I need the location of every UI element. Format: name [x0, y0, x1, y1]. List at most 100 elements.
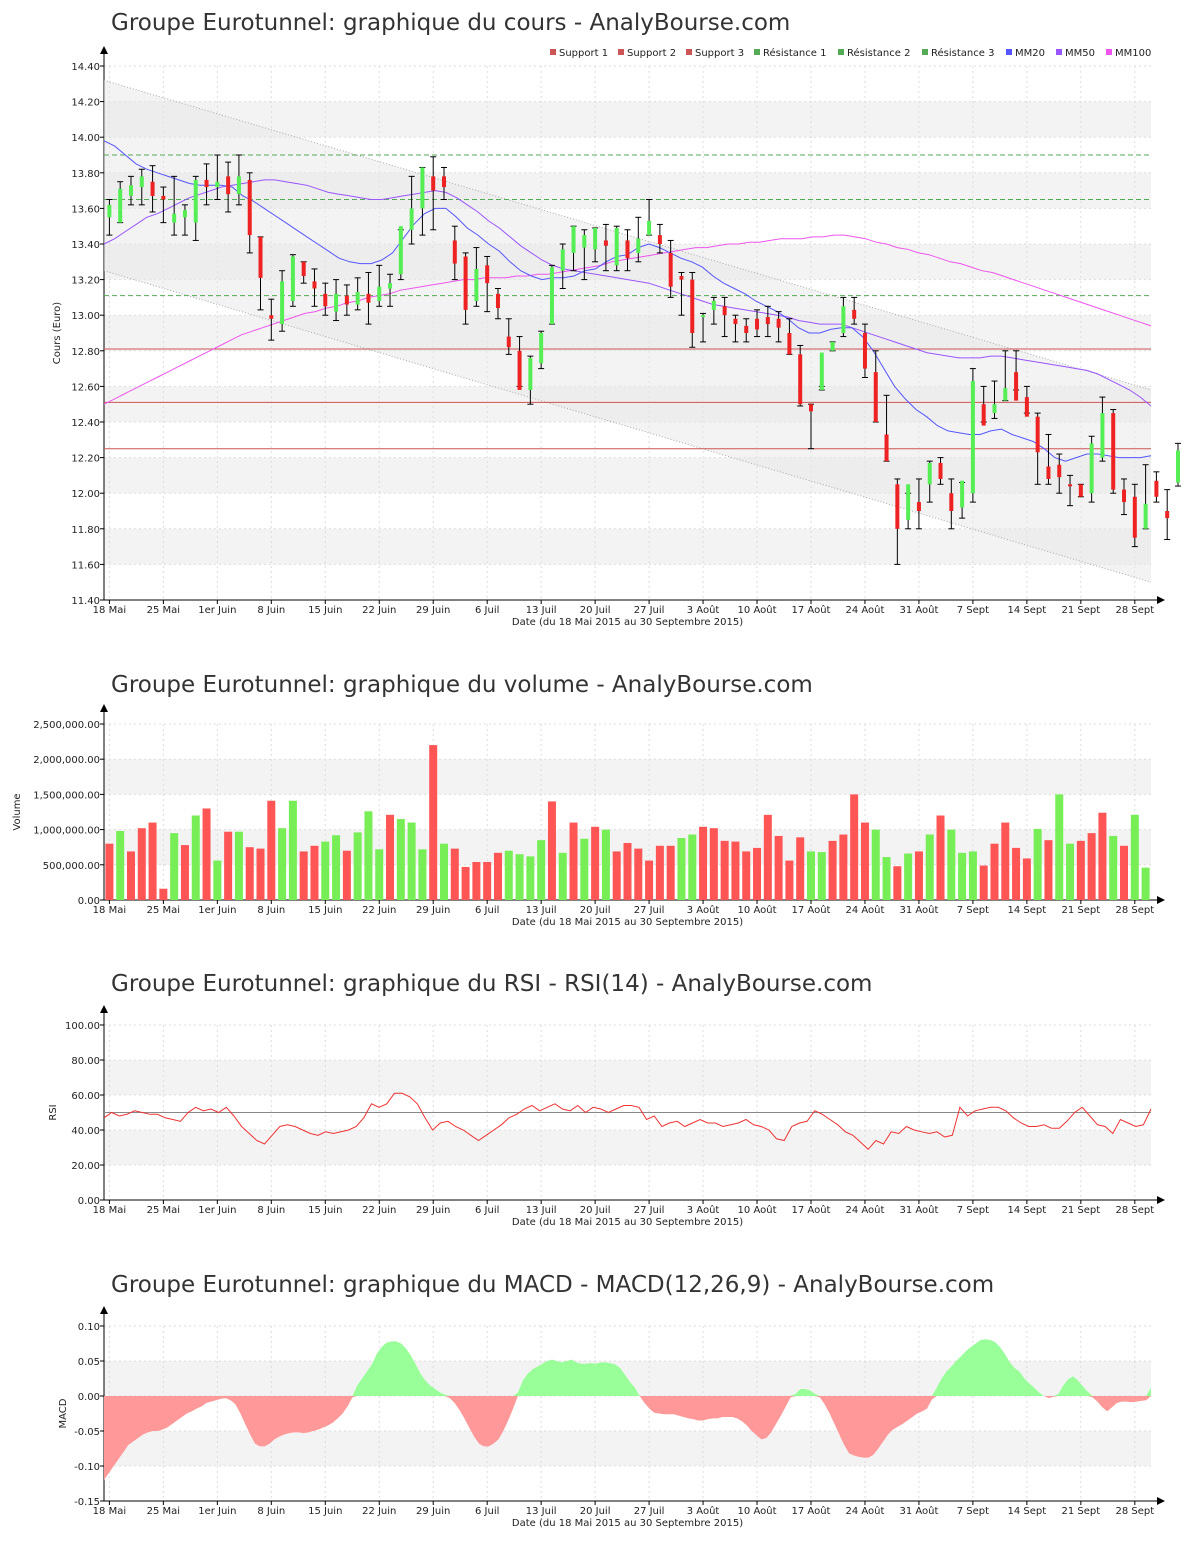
legend-label: MM50: [1065, 48, 1095, 59]
volume-bar: [1022, 858, 1031, 900]
candle-body: [247, 179, 252, 236]
candle-body: [182, 210, 187, 218]
volume-xtick-label: 13 Juil: [526, 905, 557, 916]
macd-xtick-label: 18 Mai: [93, 1506, 126, 1517]
price-ytick-label: 14.20: [71, 98, 100, 109]
candle-body: [236, 176, 241, 195]
volume-bar: [450, 848, 459, 900]
candle-body: [226, 176, 231, 195]
candle-body: [949, 493, 954, 511]
candle-body: [452, 240, 457, 264]
mm50-line: [103, 179, 1152, 407]
rsi-line: [103, 1092, 1152, 1151]
candle-body: [1068, 484, 1073, 487]
volume-bar: [483, 861, 492, 900]
volume-band: [104, 759, 1151, 795]
macd-xtick-label: 14 Sept: [1008, 1506, 1047, 1517]
volume-bar: [601, 829, 610, 900]
volume-bar: [234, 831, 243, 900]
price-xtick-label: 15 Juin: [308, 605, 342, 616]
rsi-xtick-label: 29 Juin: [416, 1205, 450, 1216]
volume-bar: [180, 845, 189, 900]
volume-bar: [170, 833, 179, 900]
volume-ytick-label: 2,500,000.00: [33, 720, 100, 731]
candle-body: [916, 502, 921, 511]
candle-body: [1100, 413, 1105, 458]
price-xtick-label: 3 Août: [687, 604, 720, 616]
candle-body: [1154, 480, 1159, 497]
volume-bar: [634, 848, 643, 900]
candle-body: [485, 265, 490, 284]
rsi-xtick-label: 31 Août: [899, 1204, 938, 1216]
rsi-xtick-label: 3 Août: [687, 1204, 720, 1216]
volume-bar: [850, 794, 859, 900]
volume-chart-block: Groupe Eurotunnel: graphique du volume -…: [0, 660, 1200, 940]
volume-bar: [299, 851, 308, 900]
volume-bar: [914, 851, 923, 900]
volume-bar: [1044, 840, 1053, 900]
price-ytick-label: 13.00: [71, 311, 100, 322]
candle-body: [1046, 466, 1051, 479]
volume-bar: [547, 801, 556, 900]
volume-bar: [645, 860, 654, 900]
rsi-xtick-label: 27 Juil: [634, 1205, 665, 1216]
volume-bar: [1130, 814, 1139, 900]
candle-body: [269, 315, 274, 319]
volume-bar: [591, 826, 600, 900]
rsi-xtick-label: 22 Juin: [362, 1205, 396, 1216]
candle-body: [1165, 511, 1170, 519]
price-xtick-label: 24 Août: [845, 604, 884, 616]
candle-body: [323, 293, 328, 307]
rsi-x-axis-label: Date (du 18 Mai 2015 au 30 Septembre 201…: [512, 1217, 743, 1228]
volume-xtick-label: 21 Sept: [1062, 905, 1101, 916]
volume-bar: [990, 843, 999, 900]
rsi-xtick-label: 24 Août: [845, 1204, 884, 1216]
candle-body: [981, 404, 986, 426]
macd-xtick-label: 22 Juin: [362, 1506, 396, 1517]
price-band: [104, 101, 1151, 138]
volume-y-axis-label: Volume: [12, 793, 23, 830]
macd-chart: -0.15 -0.10 -0.05 0.00 0.05 0.10 18 Mai 25 Mai 1…: [58, 1306, 1165, 1529]
volume-bar: [860, 822, 869, 900]
volume-ytick-label: 1,000,000.00: [33, 826, 100, 837]
volume-ytick-label: 0.00: [78, 896, 100, 907]
price-xtick-label: 27 Juil: [634, 605, 665, 616]
legend-swatch: [686, 49, 692, 55]
candle-body: [571, 226, 576, 253]
legend-swatch: [1006, 49, 1012, 55]
candle-body: [744, 325, 749, 333]
candle-body: [992, 404, 997, 414]
volume-bar: [1109, 835, 1118, 900]
volume-x-arrow: [1157, 896, 1165, 904]
rsi-ytick-label: 40.00: [71, 1126, 100, 1137]
macd-y-arrow: [100, 1306, 108, 1314]
candle-body: [1132, 496, 1137, 538]
rsi-ytick-label: 0.00: [78, 1196, 100, 1207]
rsi-xtick-label: 21 Sept: [1062, 1205, 1101, 1216]
macd-xtick-label: 28 Sept: [1115, 1506, 1154, 1517]
candle-body: [388, 283, 393, 289]
candle-body: [938, 462, 943, 479]
volume-bar: [742, 851, 751, 900]
volume-bar: [731, 841, 740, 900]
candle-body: [862, 333, 867, 369]
price-ytick-label: 13.60: [71, 204, 100, 215]
volume-bar: [1012, 847, 1021, 900]
volume-xtick-label: 27 Juil: [634, 905, 665, 916]
rsi-xtick-label: 17 Août: [792, 1204, 831, 1216]
rsi-ytick-label: 60.00: [71, 1091, 100, 1102]
volume-bar: [1055, 794, 1064, 900]
candle-body: [668, 252, 673, 287]
rsi-xtick-label: 25 Mai: [147, 1205, 180, 1216]
volume-bar: [753, 847, 762, 900]
price-xtick-label: 31 Août: [899, 604, 938, 616]
volume-bar: [353, 832, 362, 900]
candle-body: [506, 336, 511, 348]
volume-bar: [1141, 867, 1150, 900]
rsi-xtick-label: 18 Mai: [93, 1205, 126, 1216]
candle-body: [625, 240, 630, 259]
candle-body: [927, 462, 932, 485]
price-ytick-label: 13.80: [71, 169, 100, 180]
trend-upper-line: [103, 79, 1152, 391]
candle-body: [204, 179, 209, 188]
